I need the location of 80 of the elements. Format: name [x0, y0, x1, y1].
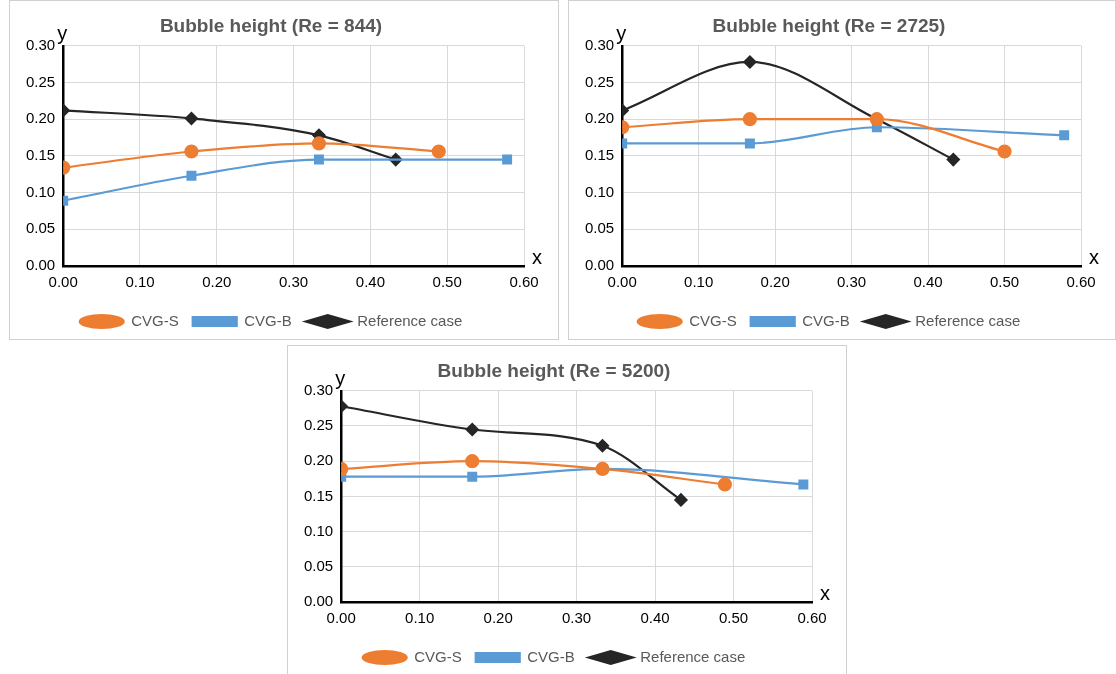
y-tick-label: 0.25: [303, 416, 334, 434]
point: [186, 170, 197, 181]
x-tick-label: 0.20: [483, 609, 513, 627]
y-tick-label: 0.25: [584, 72, 615, 90]
point: [743, 55, 757, 69]
x-tick-label: 0.10: [125, 273, 155, 291]
x-tick-label: 0.10: [405, 609, 435, 627]
y-axis-title: y: [616, 22, 627, 45]
y-tick-label: 0.00: [584, 256, 615, 274]
y-tick-label: 0.05: [303, 556, 334, 574]
x-tick-label: 0.20: [760, 273, 790, 291]
x-axis-title: x: [820, 581, 830, 604]
point: [184, 111, 199, 126]
y-tick-label: 0.15: [25, 146, 56, 164]
point: [431, 144, 446, 159]
x-tick-label: 0.40: [913, 273, 943, 291]
legend-label: CVG-B: [244, 311, 292, 329]
x-tick-label: 0.60: [1066, 273, 1096, 291]
x-axis-title: x: [1089, 245, 1099, 268]
point: [502, 154, 513, 165]
point: [946, 152, 960, 167]
x-tick-label: 0.50: [432, 273, 462, 291]
x-axis-title: x: [532, 245, 542, 268]
x-tick-label: 0.30: [279, 273, 309, 291]
chart-title: Bubble height (Re = 2725): [712, 14, 946, 36]
point: [744, 138, 755, 149]
legend-label: Reference case: [640, 647, 746, 665]
x-tick-label: 0.00: [326, 609, 356, 627]
y-tick-label: 0.30: [25, 35, 56, 53]
y-tick-label: 0.15: [303, 486, 334, 504]
y-tick-label: 0.20: [584, 109, 615, 127]
x-tick-label: 0.40: [355, 273, 385, 291]
x-tick-label: 0.60: [509, 273, 539, 291]
point: [798, 479, 809, 490]
legend-label: CVG-B: [527, 647, 575, 665]
point: [742, 112, 757, 127]
x-tick-label: 0.30: [562, 609, 592, 627]
x-tick-label: 0.10: [684, 273, 714, 291]
point: [467, 471, 478, 482]
point: [184, 144, 199, 159]
y-tick-label: 0.30: [303, 380, 334, 398]
point: [311, 136, 327, 151]
legend-label: Reference case: [915, 311, 1021, 329]
y-axis-title: y: [57, 22, 68, 45]
x-tick-label: 0.20: [202, 273, 232, 291]
y-tick-label: 0.10: [584, 182, 615, 200]
legend-label: Reference case: [357, 311, 463, 329]
x-tick-label: 0.50: [718, 609, 749, 627]
y-tick-label: 0.25: [25, 72, 56, 90]
chart-title: Bubble height (Re = 844): [159, 14, 383, 36]
point: [717, 477, 732, 492]
legend-label: CVG-S: [131, 311, 179, 329]
legend-label: CVG-B: [802, 311, 850, 329]
point: [313, 154, 324, 165]
y-tick-label: 0.00: [25, 256, 56, 274]
y-tick-label: 0.20: [25, 109, 56, 127]
point: [465, 422, 479, 437]
point: [595, 439, 610, 453]
legend-label: CVG-S: [689, 311, 737, 329]
chart-title: Bubble height (Re = 5200): [437, 359, 671, 381]
x-tick-label: 0.30: [837, 273, 867, 291]
legend-label: CVG-S: [414, 647, 462, 665]
y-tick-label: 0.10: [303, 521, 334, 539]
y-tick-label: 0.05: [584, 219, 615, 237]
y-tick-label: 0.05: [25, 219, 56, 237]
y-tick-label: 0.10: [25, 182, 56, 200]
point: [465, 454, 480, 469]
point: [674, 493, 688, 507]
y-tick-label: 0.15: [584, 146, 615, 164]
y-tick-label: 0.00: [303, 592, 334, 610]
y-tick-label: 0.30: [584, 35, 615, 53]
y-axis-title: y: [335, 367, 346, 390]
x-tick-label: 0.00: [607, 273, 637, 291]
y-tick-label: 0.20: [303, 451, 334, 469]
x-tick-label: 0.60: [797, 609, 827, 627]
x-tick-label: 0.50: [989, 273, 1020, 291]
x-tick-label: 0.00: [48, 273, 78, 291]
point: [997, 144, 1012, 159]
point: [1059, 130, 1070, 141]
x-tick-label: 0.40: [640, 609, 670, 627]
